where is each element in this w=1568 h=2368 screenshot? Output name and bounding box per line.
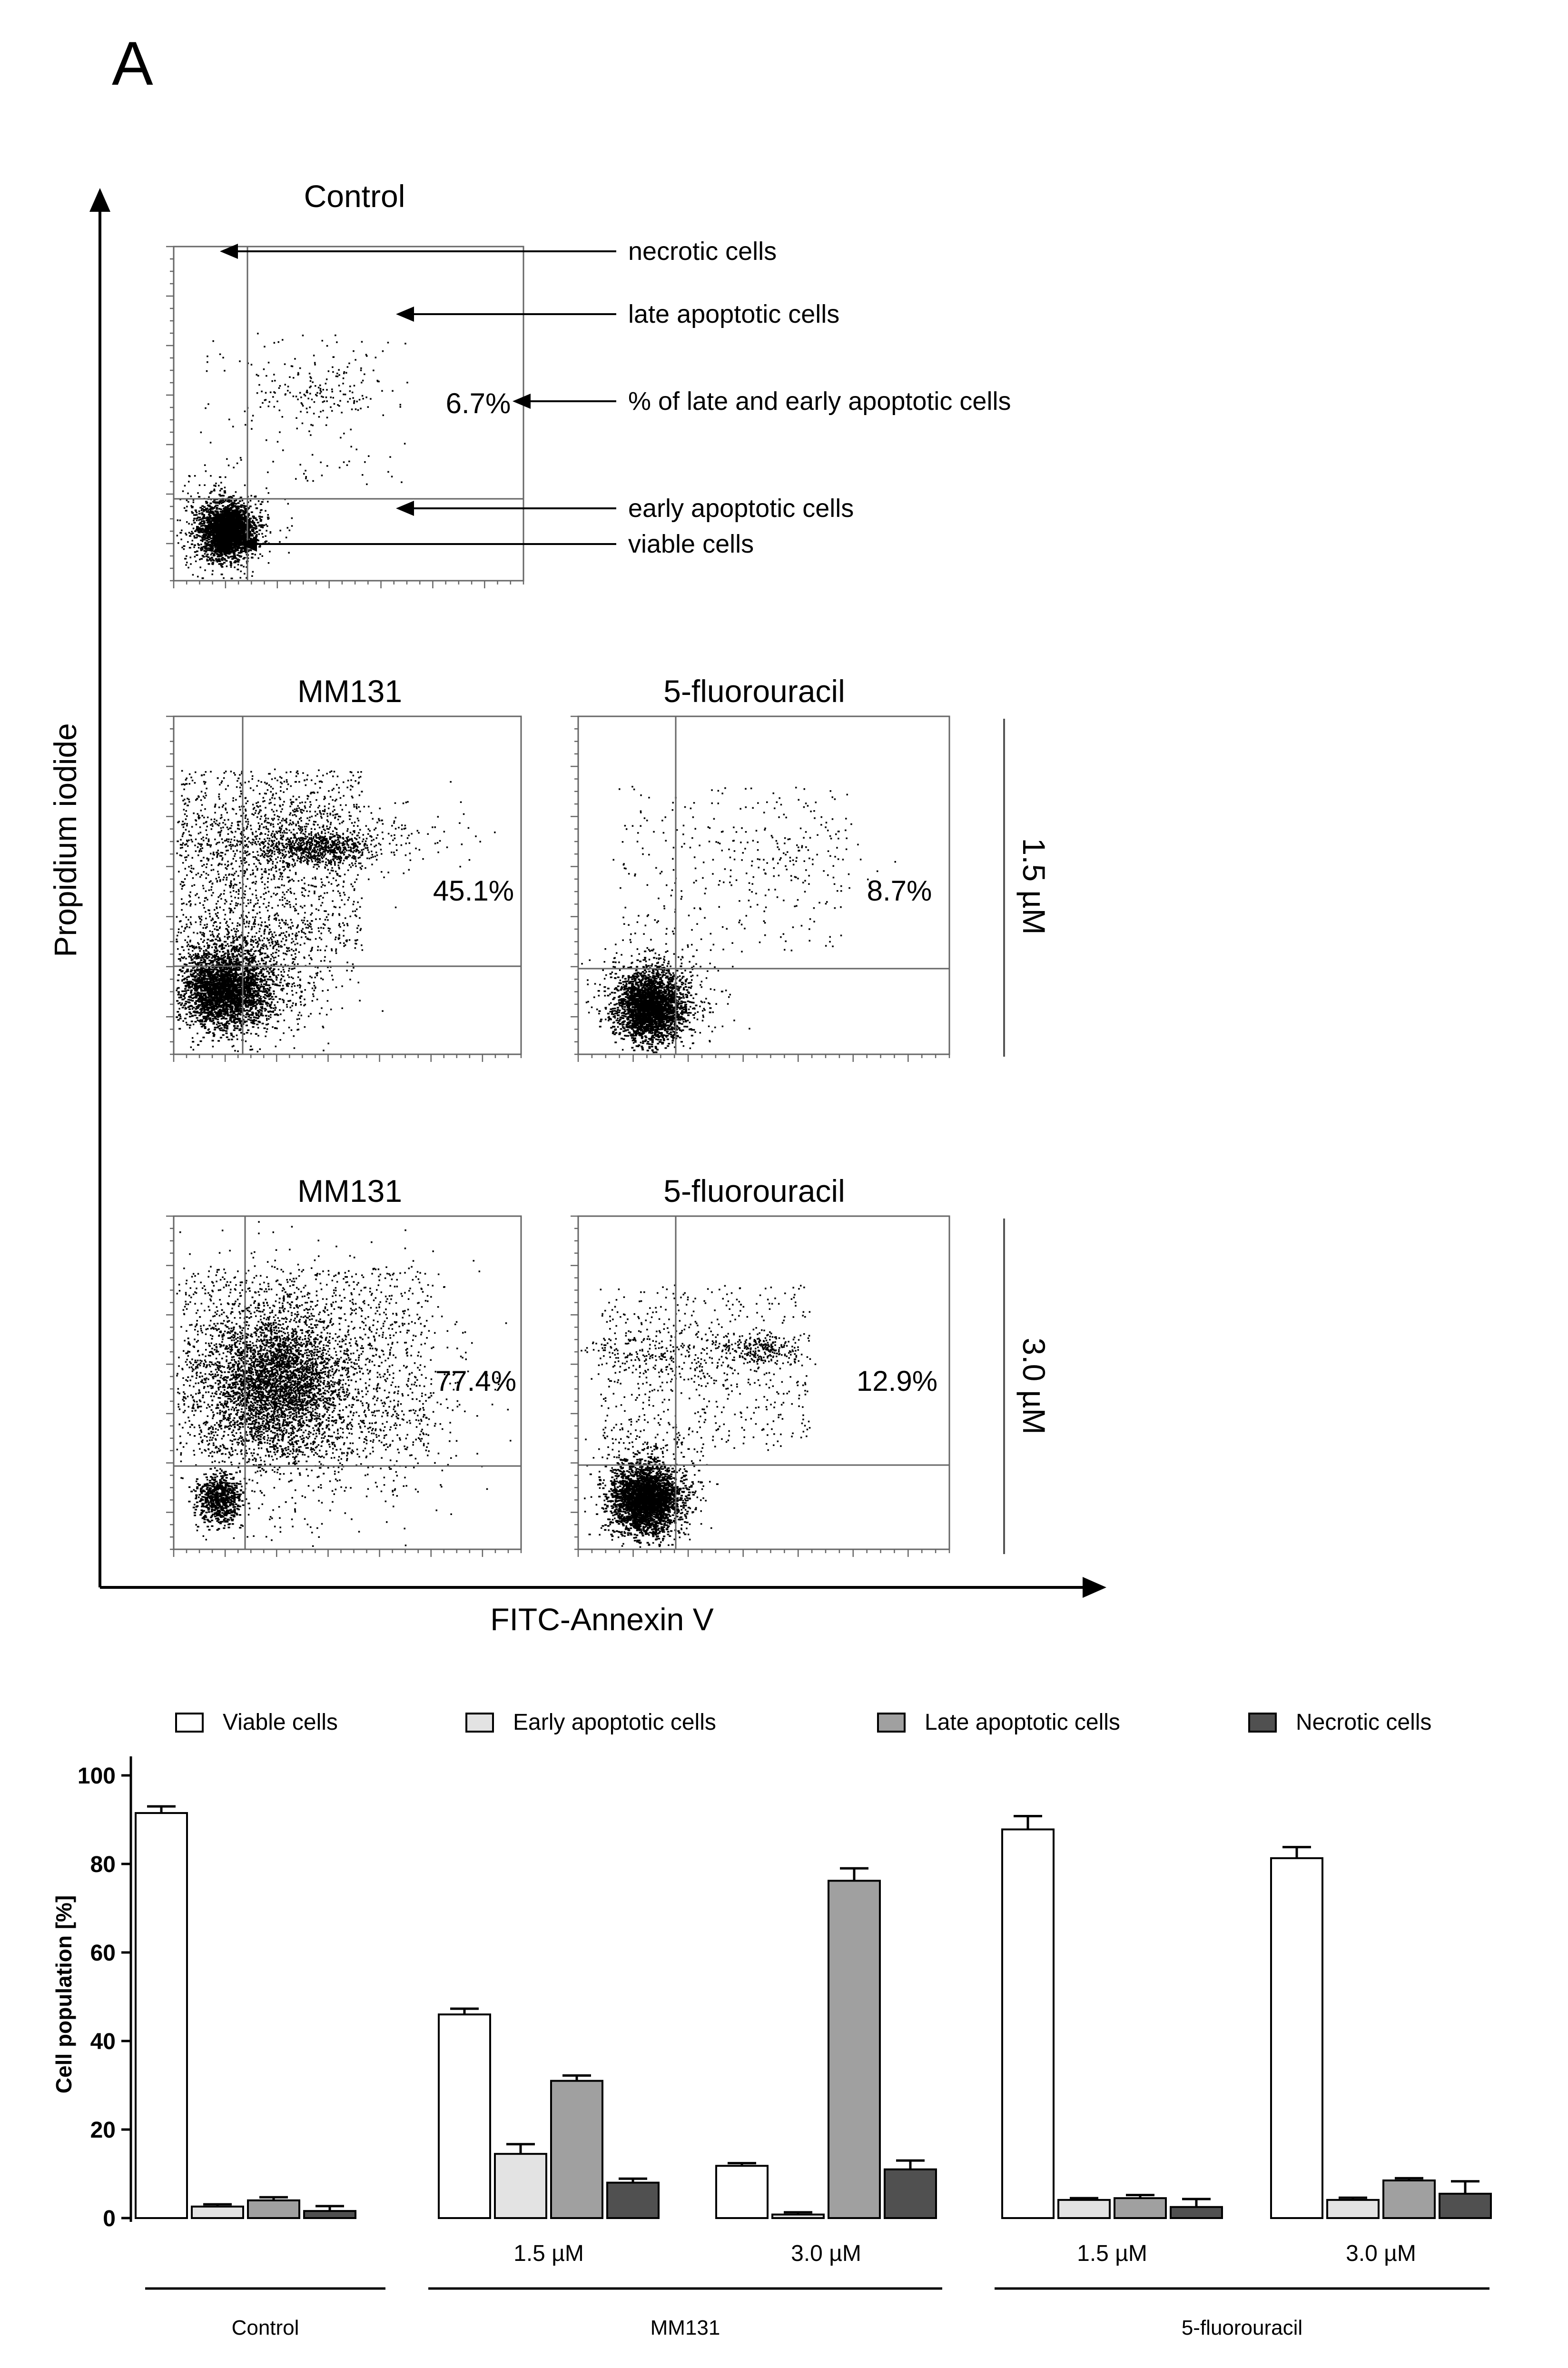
bar: [1326, 2199, 1380, 2219]
plot-ticks: [571, 715, 950, 1062]
y-tick-label: 100: [78, 1764, 116, 1789]
bar: [1057, 2199, 1111, 2219]
plot-ticks: [166, 1215, 522, 1557]
panel-label: A: [112, 29, 153, 98]
arrow-icon: [239, 536, 257, 552]
mm131-1p5-scatter-plot: [166, 715, 522, 1062]
y-tick-label: 20: [90, 2118, 116, 2143]
flow-y-axis-label: Propidium iodide: [48, 723, 83, 957]
legend-label: Late apoptotic cells: [925, 1710, 1120, 1735]
control-title: Control: [304, 178, 405, 214]
legend-swatch: [465, 1713, 494, 1733]
legend-swatch: [175, 1713, 204, 1733]
mm131-3p0-percent: 77.4%: [435, 1365, 516, 1397]
bar: [1114, 2197, 1167, 2219]
bar: [135, 1812, 188, 2219]
annotation-percent: % of late and early apoptotic cells: [628, 387, 1011, 416]
5fu-3p0-percent: 12.9%: [857, 1365, 937, 1397]
row1-dose-label: 1.5 µM: [1016, 838, 1052, 934]
plot-ticks: [571, 1215, 950, 1557]
annotation-necrotic: necrotic cells: [628, 237, 777, 266]
chart-legend: Viable cells Early apoptotic cells Late ap…: [175, 1710, 1431, 1735]
legend-label: Viable cells: [223, 1710, 338, 1735]
mm131-3p0-scatter-plot: [166, 1215, 522, 1557]
plot-ticks: [166, 715, 522, 1062]
scatter-dots: [176, 768, 496, 1053]
legend-label: Necrotic cells: [1296, 1710, 1431, 1735]
row2-dose-label: 3.0 µM: [1016, 1338, 1052, 1434]
y-tick-label: 0: [103, 2206, 116, 2231]
plot-frame: [173, 246, 524, 582]
bar: [771, 2213, 825, 2219]
chart-bars: [135, 1805, 1492, 2219]
arrow-icon: [396, 307, 414, 322]
col-title-5fu-2: 5-fluorouracil: [663, 1173, 845, 1209]
bar: [247, 2199, 300, 2219]
control-scatter-plot: [166, 246, 524, 588]
legend-swatch: [877, 1713, 906, 1733]
control-annotations: necrotic cells late apoptotic cells % of…: [220, 237, 1011, 558]
x-dose-label: 1.5 µM: [513, 2241, 584, 2266]
bar: [1170, 2206, 1223, 2219]
col-title-mm131-1: MM131: [297, 674, 402, 709]
arrow-icon: [220, 244, 238, 259]
plot-ticks: [166, 246, 524, 588]
col-title-5fu-1: 5-fluorouracil: [663, 674, 845, 709]
bar: [1270, 1857, 1323, 2219]
plot-frame: [173, 1215, 522, 1550]
y-tick-label: 80: [90, 1852, 116, 1877]
flow-y-arrow-icon: [89, 188, 110, 212]
annotation-late: late apoptotic cells: [628, 300, 839, 328]
bar: [715, 2165, 769, 2219]
scatter-dots: [176, 333, 408, 580]
scatter-dots: [581, 1284, 817, 1548]
arrow-icon: [396, 501, 414, 516]
x-group-label: 5-fluorouracil: [1182, 2316, 1302, 2339]
5fu-1p5-scatter-plot: [571, 715, 950, 1062]
scatter-dots: [176, 1221, 512, 1547]
y-tick-label: 40: [90, 2029, 116, 2054]
scatter-dots: [581, 786, 896, 1053]
plot-frame: [577, 1215, 950, 1550]
5fu-3p0-scatter-plot: [571, 1215, 950, 1557]
flow-x-axis-label: FITC-Annexin V: [490, 1602, 713, 1637]
x-dose-label: 3.0 µM: [1346, 2241, 1416, 2266]
plot-frame: [577, 715, 950, 1055]
chart-y-axis-label: Cell population [%]: [51, 1895, 76, 2094]
arrow-icon: [513, 394, 531, 409]
y-tick-label: 60: [90, 1941, 116, 1966]
legend-label: Early apoptotic cells: [513, 1710, 716, 1735]
bar: [494, 2153, 547, 2219]
annotation-viable: viable cells: [628, 530, 754, 558]
annotation-early: early apoptotic cells: [628, 494, 854, 523]
bar: [1439, 2192, 1492, 2219]
flow-panel: Propidium iodide FITC-Annexin V Control …: [48, 178, 1106, 1637]
legend-swatch: [1248, 1713, 1277, 1733]
bar: [1382, 2179, 1436, 2219]
5fu-1p5-percent: 8.7%: [867, 875, 932, 907]
bar: [303, 2210, 356, 2219]
col-title-mm131-2: MM131: [297, 1173, 402, 1209]
x-dose-label: 3.0 µM: [791, 2241, 861, 2266]
x-group-label: MM131: [651, 2316, 720, 2339]
bar: [828, 1880, 881, 2219]
x-group-label: Control: [232, 2316, 299, 2339]
x-dose-label: 1.5 µM: [1077, 2241, 1147, 2266]
bar-chart: Viable cells Early apoptotic cells Late ap…: [51, 1710, 1492, 2339]
bar: [1001, 1828, 1055, 2219]
bar: [191, 2205, 244, 2219]
bar: [884, 2168, 937, 2219]
bar: [606, 2181, 660, 2219]
bar: [550, 2080, 603, 2219]
control-percent: 6.7%: [446, 387, 511, 419]
mm131-1p5-percent: 45.1%: [433, 875, 514, 907]
chart-x-labels: 1.5 µM 3.0 µM 1.5 µM 3.0 µM Control MM131 5-fl…: [145, 2241, 1489, 2339]
chart-y-axis: 0 20 40 60 80 100: [78, 1756, 132, 2231]
plot-frame: [173, 715, 522, 1055]
flow-x-arrow-icon: [1083, 1577, 1106, 1598]
bar: [438, 2013, 491, 2219]
